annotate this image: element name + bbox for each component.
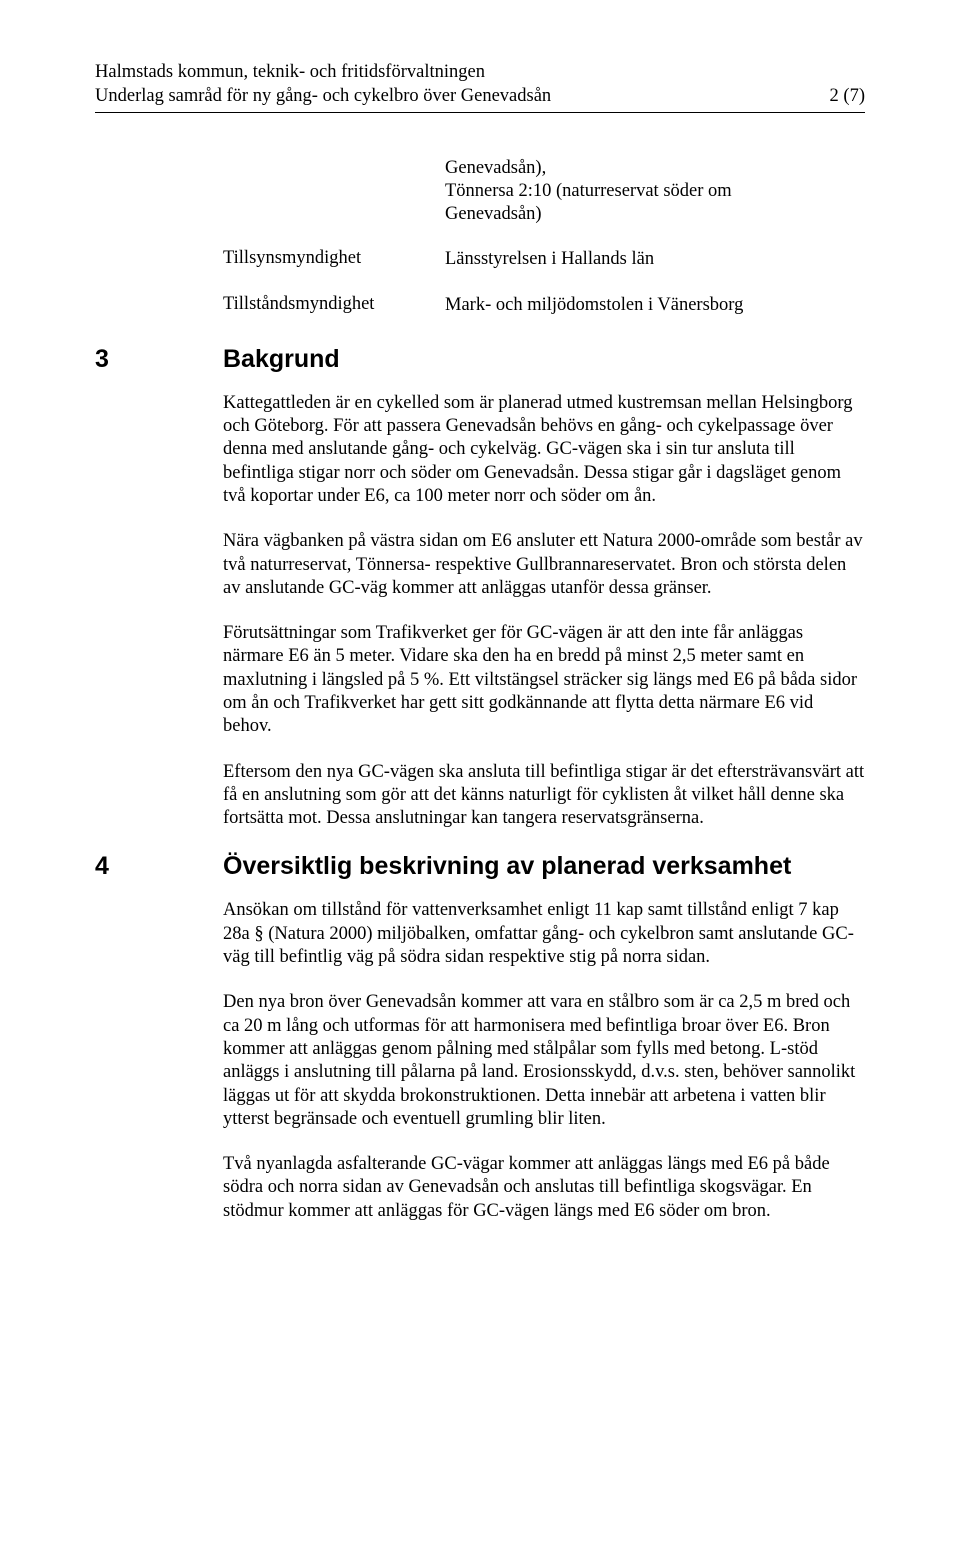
section-4-para-3: Två nyanlagda asfalterande GC-vägar komm…	[223, 1153, 865, 1223]
section-3-para-2: Nära vägbanken på västra sidan om E6 ans…	[223, 530, 865, 600]
section-3-number: 3	[95, 345, 223, 374]
section-3-para-4: Eftersom den nya GC-vägen ska ansluta ti…	[223, 761, 865, 831]
meta-context-row: Genevadsån), Tönnersa 2:10 (naturreserva…	[223, 157, 865, 226]
section-4-para-1: Ansökan om tillstånd för vattenverksamhe…	[223, 899, 865, 969]
page-number: 2 (7)	[830, 86, 865, 108]
meta-context-label	[223, 157, 445, 226]
meta-row-tillstand: Tillståndsmyndighet Mark- och miljödomst…	[223, 294, 865, 317]
section-3-title: Bakgrund	[223, 345, 340, 374]
section-4-title: Översiktlig beskrivning av planerad verk…	[223, 852, 791, 881]
meta-block: Genevadsån), Tönnersa 2:10 (naturreserva…	[223, 157, 865, 317]
section-4-body: Ansökan om tillstånd för vattenverksamhe…	[223, 899, 865, 1223]
meta-value-tillsyn: Länsstyrelsen i Hallands län	[445, 248, 654, 271]
document-page: Halmstads kommun, teknik- och fritidsför…	[0, 0, 960, 1283]
section-3-para-3: Förutsättningar som Trafikverket ger för…	[223, 622, 865, 738]
section-3-body: Kattegattleden är en cykelled som är pla…	[223, 392, 865, 831]
meta-label-tillstand: Tillståndsmyndighet	[223, 294, 445, 317]
section-4-para-2: Den nya bron över Genevadsån kommer att …	[223, 991, 865, 1131]
section-4-heading: 4 Översiktlig beskrivning av planerad ve…	[95, 852, 865, 881]
header-row: Underlag samråd för ny gång- och cykelbr…	[95, 84, 865, 108]
meta-label-tillsyn: Tillsynsmyndighet	[223, 248, 445, 271]
page-header: Halmstads kommun, teknik- och fritidsför…	[95, 60, 865, 113]
meta-value-tillstand: Mark- och miljödomstolen i Vänersborg	[445, 294, 743, 317]
section-3-heading: 3 Bakgrund	[95, 345, 865, 374]
meta-context-value: Genevadsån), Tönnersa 2:10 (naturreserva…	[445, 157, 732, 226]
header-org-line1: Halmstads kommun, teknik- och fritidsför…	[95, 60, 865, 84]
section-3-para-1: Kattegattleden är en cykelled som är pla…	[223, 392, 865, 508]
section-4-number: 4	[95, 852, 223, 881]
header-doc-title: Underlag samråd för ny gång- och cykelbr…	[95, 84, 551, 108]
meta-row-tillsyn: Tillsynsmyndighet Länsstyrelsen i Hallan…	[223, 248, 865, 271]
